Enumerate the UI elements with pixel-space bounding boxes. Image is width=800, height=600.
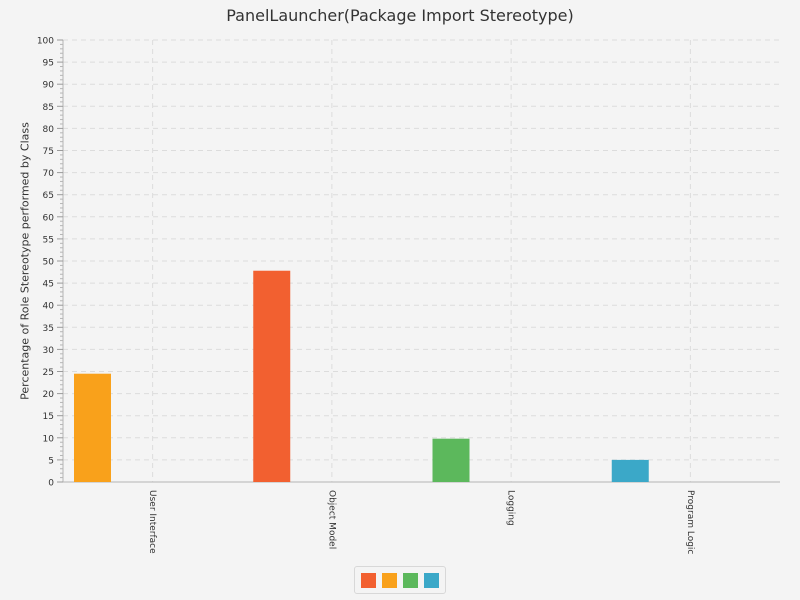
- bar: [611, 459, 649, 482]
- y-tick-label: 85: [43, 103, 54, 113]
- y-tick-label: 0: [48, 479, 54, 489]
- y-tick-label: 50: [43, 258, 55, 268]
- y-tick-label: 100: [37, 37, 54, 47]
- y-tick-label: 20: [43, 390, 55, 400]
- y-tick-label: 55: [43, 235, 54, 245]
- y-tick-label: 45: [43, 280, 54, 290]
- x-tick-label: Program Logic: [685, 490, 695, 554]
- legend-swatch: [403, 572, 418, 588]
- y-tick-label: 15: [43, 412, 54, 422]
- y-tick-label: 70: [43, 169, 55, 179]
- y-tick-label: 5: [48, 456, 54, 466]
- bar: [74, 373, 111, 482]
- legend-swatch: [382, 572, 397, 588]
- y-tick-label: 90: [43, 81, 55, 91]
- y-tick-label: 25: [43, 368, 54, 378]
- y-tick-label: 95: [43, 59, 54, 69]
- legend-swatch: [424, 572, 439, 588]
- x-tick-label: Logging: [506, 490, 516, 526]
- bar: [432, 438, 470, 482]
- y-tick-label: 75: [43, 147, 54, 157]
- y-tick-label: 10: [43, 434, 55, 444]
- legend: [354, 566, 446, 594]
- y-tick-label: 30: [43, 346, 55, 356]
- chart-title: PanelLauncher(Package Import Stereotype): [226, 6, 574, 25]
- y-tick-label: 60: [43, 213, 55, 223]
- y-tick-label: 35: [43, 324, 54, 334]
- y-tick-label: 40: [43, 302, 55, 312]
- bar: [253, 270, 291, 482]
- x-tick-label: User Interface: [147, 490, 157, 554]
- y-tick-label: 80: [43, 125, 55, 135]
- legend-swatch: [361, 572, 376, 588]
- x-tick-label: Object Model: [326, 490, 336, 549]
- y-tick-label: 65: [43, 191, 54, 201]
